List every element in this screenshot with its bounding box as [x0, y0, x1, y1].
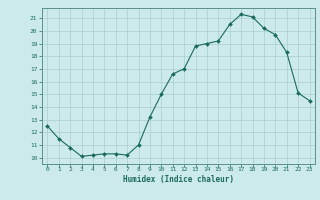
- X-axis label: Humidex (Indice chaleur): Humidex (Indice chaleur): [123, 175, 234, 184]
